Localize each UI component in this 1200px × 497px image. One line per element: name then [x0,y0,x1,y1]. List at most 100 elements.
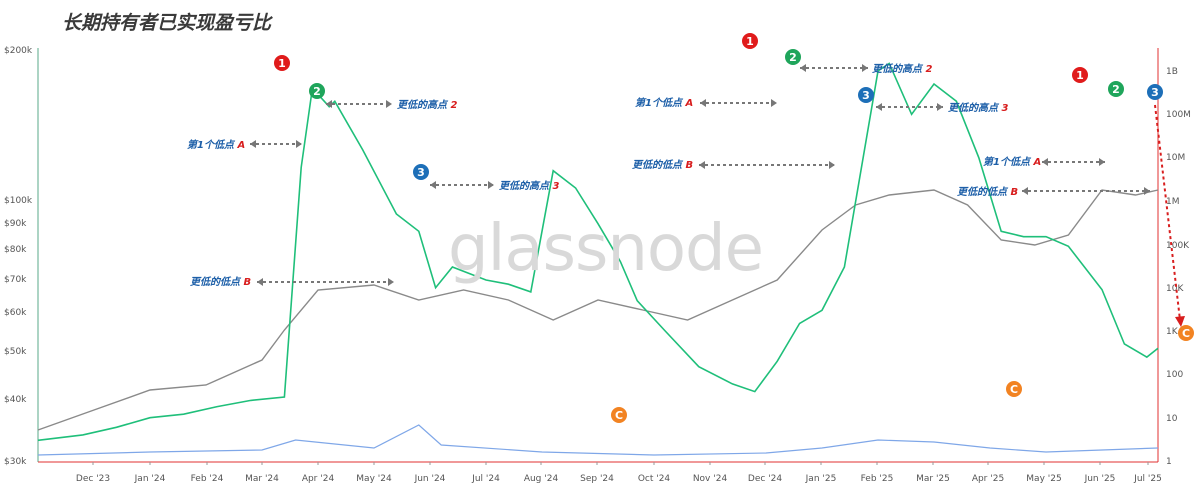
y-right-tick: 1 [1166,457,1172,467]
arrow-head [876,103,882,111]
price-line [37,189,1159,431]
x-tick-label: Mar '24 [245,474,279,484]
annotation-label: 更低的高点 3 [499,180,559,192]
marker-label: 3 [417,166,425,179]
x-tick-label: Dec '24 [748,474,782,484]
marker-circle [785,49,801,65]
arrow-head [430,181,436,189]
annotation-label: 更低的低点 B [190,276,251,288]
arrow-head [699,161,705,169]
annotations: 1 2 3 C 第1个低点 A 更低的高点 2 更低的高点 3 更低的低点 B 1 2 3 C 第1个低… [187,33,1194,423]
x-tick-label: Mar '25 [916,474,950,484]
marker-3: 3 [1147,84,1163,100]
marker-label: C [1010,383,1018,396]
arrow-head [937,103,943,111]
projection-arrow [1154,104,1181,321]
annotation-label: 第1个低点 A [983,156,1041,168]
marker-label: 3 [1151,86,1159,99]
x-tick-label: Jun '25 [1084,474,1116,484]
chart-title: 长期持有者已实现盈亏比 [62,12,272,34]
marker-circle [1006,381,1022,397]
arrow-head [829,161,835,169]
volume-series [37,424,1159,456]
arrow-head [386,100,392,108]
ratio-series [37,62,1159,442]
y-right-tick: 10M [1166,153,1185,163]
watermark: glassnode [448,212,764,286]
marker-label: 2 [789,51,797,64]
x-tick-label: Feb '24 [191,474,224,484]
x-tick-label: Feb '25 [861,474,894,484]
annotation-label: 更低的高点 2 [872,63,932,75]
volume-line [37,424,1159,456]
marker-1: 1 [742,33,758,49]
marker-circle [611,407,627,423]
y-left-tick: $50k [4,347,27,357]
marker-2: 2 [785,49,801,65]
marker-1: 1 [274,55,290,71]
marker-label: C [1182,327,1190,340]
marker-2: 2 [309,83,325,99]
y-left-tick: $90k [4,219,27,229]
marker-circle [1072,67,1088,83]
marker-circle [309,83,325,99]
marker-1: 1 [1072,67,1088,83]
x-tick-label: Apr '25 [972,474,1004,484]
marker-label: 1 [278,57,286,70]
marker-circle [1147,84,1163,100]
projection-arrow-head [1175,316,1185,327]
marker-C: C [1178,325,1194,341]
annotation-label: 更低的低点 B [632,159,693,171]
marker-label: 1 [746,35,754,48]
y-left-tick: $70k [4,275,27,285]
x-tick-label: Jan '24 [134,474,166,484]
arrow-head [1042,158,1048,166]
annotation-label: 更低的高点 3 [948,102,1008,114]
arrow-head [326,100,332,108]
arrow-head [1144,187,1150,195]
x-tick-label: Oct '24 [638,474,671,484]
x-tick-label: Sep '24 [580,474,614,484]
y-left-tick: $80k [4,245,27,255]
marker-label: 1 [1076,69,1084,82]
x-tick-label: May '24 [356,474,392,484]
x-tick-label: Jul '25 [1133,474,1162,484]
marker-circle [858,87,874,103]
arrow-head [388,278,394,286]
y-left-tick: $200k [4,46,33,56]
arrow-head [700,99,706,107]
y-right-tick: 1B [1166,67,1178,77]
marker-circle [274,55,290,71]
arrow-head [250,140,256,148]
y-right-tick: 100M [1166,110,1191,120]
marker-label: 2 [313,85,321,98]
x-tick-label: May '25 [1026,474,1061,484]
y-left-tick: $30k [4,457,27,467]
marker-circle [413,164,429,180]
marker-circle [1178,325,1194,341]
marker-label: 3 [862,89,870,102]
marker-C: C [611,407,627,423]
y-right-tick: 10K [1166,284,1184,294]
arrow-head [296,140,302,148]
x-tick-label: Jan '25 [805,474,837,484]
y-right-tick: 10 [1166,414,1178,424]
x-tick-label: Dec '23 [76,474,110,484]
arrow-head [771,99,777,107]
y-right-tick: 1M [1166,197,1180,207]
axes: $200k $100k $90k $80k $70k $60k $50k $40k $30k 1B… [4,46,1191,484]
arrow-head [862,64,868,72]
y-left-tick: $60k [4,308,27,318]
marker-circle [1108,81,1124,97]
x-tick-label: Nov '24 [693,474,728,484]
y-left-tick: $40k [4,395,27,405]
arrow-head [1099,158,1105,166]
arrow-head [257,278,263,286]
arrow-head [1022,187,1028,195]
annotation-label: 更低的低点 B [957,186,1018,198]
marker-2: 2 [1108,81,1124,97]
price-series [37,189,1159,431]
marker-label: 2 [1112,83,1120,96]
ratio-line [37,62,1159,442]
